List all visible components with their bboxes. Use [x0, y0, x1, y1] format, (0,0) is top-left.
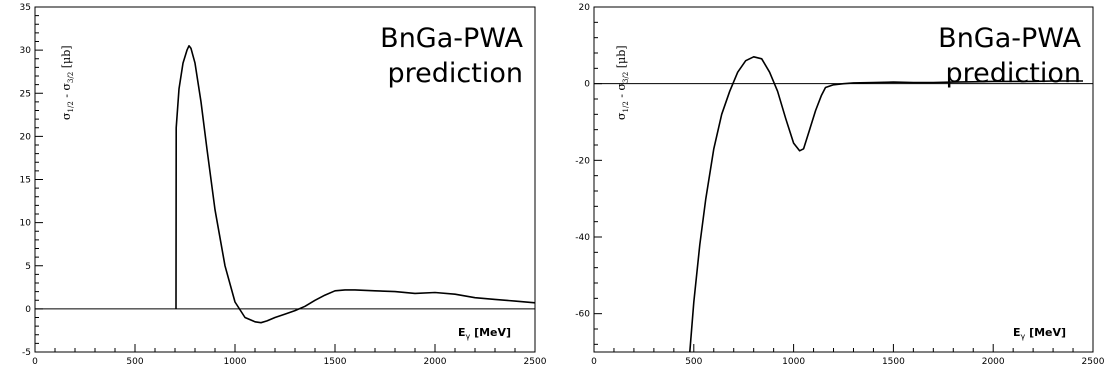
- right-annotation-line-1: BnGa-PWA: [938, 23, 1081, 54]
- left-y-tick-label: 20: [20, 132, 32, 142]
- right-ylabel-sub-1: 1/2: [622, 101, 630, 112]
- left-y-axis-title: σ1/2 - σ3/2 [μb]: [60, 45, 75, 120]
- right-series: [689, 55, 1083, 353]
- left-xlabel-unit: [MeV]: [470, 326, 511, 339]
- left-x-tick-label: 1500: [324, 357, 347, 367]
- left-y-tick-label: 35: [20, 3, 31, 13]
- left-y-tick-label: -5: [22, 348, 31, 358]
- left-annotation-line-1: BnGa-PWA: [380, 23, 523, 54]
- right-x-tick-label: 0: [591, 357, 597, 367]
- left-x-axis-title: Eγ [MeV]: [458, 326, 511, 341]
- left-x-tick-label: 0: [32, 357, 38, 367]
- left-x-tick-label: 500: [126, 357, 143, 367]
- left-ylabel-mid: - σ: [60, 83, 73, 102]
- right-y-tick-label: 0: [584, 80, 590, 90]
- right-annotation-line-2: prediction: [946, 58, 1081, 89]
- right-xlabel-e: E: [1013, 326, 1021, 339]
- right-x-tick-label: 500: [685, 357, 702, 367]
- left-xlabel-sub: γ: [466, 332, 471, 341]
- right-x-axis-title: Eγ [MeV]: [1013, 326, 1066, 341]
- right-series-line-0: [689, 55, 1083, 353]
- right-ylabel-sub-2: 3/2: [622, 72, 630, 83]
- svg-text:σ1/2 - σ3/2 [μb]: σ1/2 - σ3/2 [μb]: [615, 45, 630, 120]
- left-y-tick-label: 15: [20, 176, 31, 186]
- right-x-tick-label: 2500: [1082, 357, 1105, 367]
- left-series-line-0: [175, 44, 536, 324]
- left-y-tick-label: 25: [20, 89, 31, 99]
- right-chart-panel: 0 500 1000 1500 2000 2500 -60 -40 -20 0 20 BnGa-PW…: [575, 3, 1104, 367]
- right-y-tick-label: -60: [575, 310, 590, 320]
- right-ylabel-unit: [μb]: [615, 45, 628, 71]
- left-annotation-line-2: prediction: [388, 58, 523, 89]
- right-y-tick-label: -40: [575, 233, 590, 243]
- left-series: [175, 44, 536, 324]
- left-y-tick-label: 5: [25, 262, 31, 272]
- right-y-axis-title: σ1/2 - σ3/2 [μb]: [615, 45, 630, 120]
- left-ylabel-sigma-1: σ: [60, 112, 73, 120]
- right-x-tick-label: 2000: [982, 357, 1005, 367]
- left-ylabel-sub-1: 1/2: [67, 101, 75, 112]
- right-y-tick-label: -20: [575, 156, 590, 166]
- left-y-tick-label: 10: [20, 219, 32, 229]
- svg-text:σ1/2 - σ3/2 [μb]: σ1/2 - σ3/2 [μb]: [60, 45, 75, 120]
- left-ylabel-unit: [μb]: [60, 45, 73, 71]
- right-y-tick-label: 20: [579, 3, 591, 13]
- right-xlabel-sub: γ: [1021, 332, 1026, 341]
- left-y-tick-label: 0: [25, 305, 31, 315]
- right-x-tick-label: 1000: [782, 357, 805, 367]
- right-ylabel-sigma-1: σ: [615, 112, 628, 120]
- left-x-tick-label: 1000: [224, 357, 247, 367]
- right-ylabel-mid: - σ: [615, 83, 628, 102]
- left-ylabel-sub-2: 3/2: [67, 72, 75, 83]
- right-xlabel-unit: [MeV]: [1025, 326, 1066, 339]
- left-y-tick-label: 30: [20, 46, 32, 56]
- left-x-tick-label: 2500: [524, 357, 547, 367]
- right-x-tick-label: 1500: [882, 357, 905, 367]
- left-x-tick-label: 2000: [424, 357, 447, 367]
- right-plot-frame: [593, 6, 1094, 353]
- left-xlabel-e: E: [458, 326, 466, 339]
